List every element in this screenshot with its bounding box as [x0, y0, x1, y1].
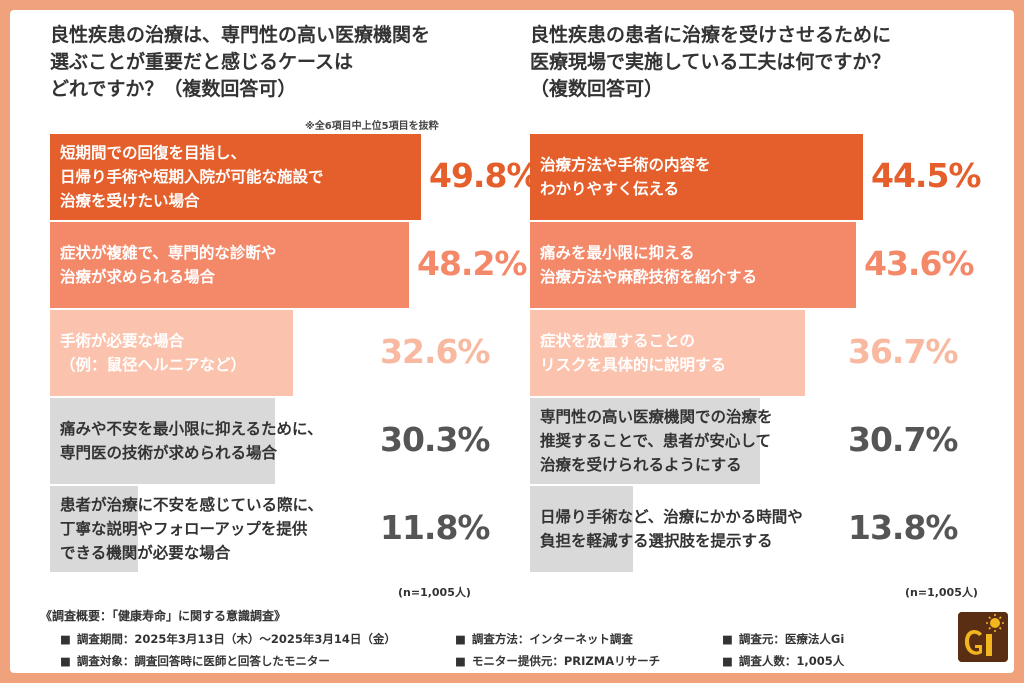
right-value-label-1: 44.5% [871, 156, 981, 195]
bullet-icon: ■ [60, 654, 71, 668]
right-bar-track-1: 治療方法や手術の内容を わかりやすく伝える 44.5% [530, 134, 981, 220]
right-value-label-4: 30.7% [848, 420, 958, 459]
left-bar-5 [50, 486, 138, 572]
right-bar-1 [530, 134, 863, 220]
right-bar-4 [530, 398, 760, 484]
left-bar-label-1: 短期間での回復を目指し、 日帰り手術や短期入院が可能な施設で 治療を受けたい場合 [60, 144, 324, 210]
right-bar-3 [530, 310, 805, 396]
left-bar-3 [50, 310, 293, 396]
right-bar-2 [530, 222, 856, 308]
footer-monitor-provider: ■ モニター提供元：PRIZMAリサーチ [455, 654, 661, 668]
gi-logo [958, 612, 1008, 662]
left-value-label-4: 30.3% [380, 420, 490, 459]
bullet-icon: ■ [455, 632, 466, 646]
right-value-label-5: 13.8% [848, 508, 958, 547]
left-bar-track-1: 短期間での回復を目指し、 日帰り手術や短期入院が可能な施設で 治療を受けたい場合… [50, 134, 539, 220]
right-bar-label-5: 日帰り手術など、治療にかかる時間や 負担を軽減する選択肢を提示する [540, 508, 803, 550]
left-bar-track-2: 症状が複雑で、専門的な診断や 治療が求められる場合 48.2% [50, 222, 527, 308]
right-bar-5 [530, 486, 633, 572]
left-bar-track-5: 患者が治療に不安を感じている際に、 丁寧な説明やフォローアップを提供 できる機関… [50, 486, 490, 572]
right-bar-label-2: 痛みを最小限に抑える 治療方法や麻酔技術を紹介する [540, 244, 758, 286]
footer-survey-source: ■ 調査元：医療法人Gi [722, 632, 845, 646]
left-value-label-5: 11.8% [380, 508, 490, 547]
right-bar-track-4: 専門性の高い医療機関での治療を 推奨することで、患者が安心して 治療を受けられる… [530, 398, 958, 484]
logo-mark-icon [958, 612, 1008, 662]
bullet-icon: ■ [722, 632, 733, 646]
right-bar-track-2: 痛みを最小限に抑える 治療方法や麻酔技術を紹介する 43.6% [530, 222, 974, 308]
left-value-label-1: 49.8% [429, 156, 539, 195]
bullet-icon: ■ [60, 632, 71, 646]
left-bar-track-3: 手術が必要な場合 （例：鼠径ヘルニアなど） 32.6% [50, 310, 490, 396]
left-bar-label-2: 症状が複雑で、専門的な診断や 治療が求められる場合 [60, 244, 277, 286]
right-value-label-3: 36.7% [848, 332, 958, 371]
right-bar-track-3: 症状を放置することの リスクを具体的に説明する 36.7% [530, 310, 958, 396]
left-bar-1 [50, 134, 421, 220]
footer-survey-method: ■ 調査方法：インターネット調査 [455, 632, 633, 646]
right-sample-size: (n=1,005人) [905, 586, 978, 599]
right-panel-title: 良性疾患の患者に治療を受けさせるために 医療現場で実施している工夫は何ですか？ … [530, 24, 892, 100]
footer-respondents: ■ 調査人数：1,005人 [722, 654, 845, 668]
right-bar-label-1: 治療方法や手術の内容を わかりやすく伝える [540, 156, 711, 198]
left-panel-title: 良性疾患の治療は、専門性の高い医療機関を 選ぶことが重要だと感じるケースは どれ… [50, 24, 431, 100]
right-bar-label-4: 専門性の高い医療機関での治療を 推奨することで、患者が安心して 治療を受けられる… [540, 408, 773, 474]
left-bar-label-5: 患者が治療に不安を感じている際に、 丁寧な説明やフォローアップを提供 できる機関… [60, 496, 324, 562]
footer-survey-period: ■ 調査期間：2025年3月13日（木）〜2025年3月14日（金） [60, 632, 396, 646]
right-bar-track-5: 日帰り手術など、治療にかかる時間や 負担を軽減する選択肢を提示する 13.8% [530, 486, 958, 572]
left-bar-label-4: 痛みや不安を最小限に抑えるために、 専門医の技術が求められる場合 [60, 420, 323, 462]
bullet-icon: ■ [455, 654, 466, 668]
left-bar-track-4: 痛みや不安を最小限に抑えるために、 専門医の技術が求められる場合 30.3% [50, 398, 490, 484]
left-panel-note: ※全6項目中上位5項目を抜粋 [305, 121, 439, 132]
left-value-label-2: 48.2% [417, 244, 527, 283]
right-value-label-2: 43.6% [864, 244, 974, 283]
survey-overview-title: 《調査概要：「健康寿命」に関する意識調査》 [40, 609, 287, 623]
left-value-label-3: 32.6% [380, 332, 490, 371]
left-bar-label-3: 手術が必要な場合 （例：鼠径ヘルニアなど） [60, 332, 247, 374]
left-bar-2 [50, 222, 409, 308]
footer-survey-target: ■ 調査対象：調査回答時に医師と回答したモニター [60, 654, 330, 668]
bullet-icon: ■ [722, 654, 733, 668]
left-bar-4 [50, 398, 275, 484]
right-bar-label-3: 症状を放置することの リスクを具体的に説明する [540, 332, 727, 374]
left-sample-size: (n=1,005人) [398, 586, 471, 599]
